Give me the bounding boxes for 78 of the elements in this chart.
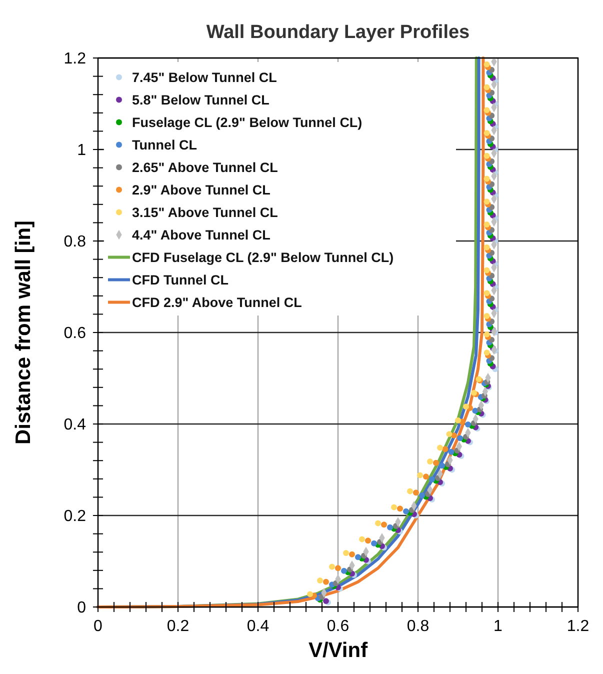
x-tick-label: 0.8 (406, 618, 430, 635)
point (442, 446, 448, 452)
y-tick-label: 0 (77, 600, 86, 617)
point (329, 564, 335, 570)
x-tick-label: 0.6 (326, 618, 350, 635)
point (455, 417, 461, 424)
point (429, 476, 435, 482)
x-tick-label: 1 (494, 618, 503, 635)
y-tick-label: 1.2 (64, 50, 86, 68)
point (407, 488, 413, 494)
point (365, 538, 371, 544)
y-tick-label: 0.4 (64, 416, 86, 434)
point (484, 130, 490, 136)
point (439, 462, 445, 469)
x-tick-label: 0.2 (166, 618, 190, 635)
point (457, 435, 463, 442)
point (307, 591, 313, 598)
point (419, 492, 425, 498)
point (387, 524, 393, 530)
y-tick-label: 0.8 (64, 234, 86, 251)
point (341, 568, 347, 574)
point (403, 508, 409, 514)
y-tick-label: 1 (77, 142, 86, 160)
point (484, 350, 490, 356)
point (349, 551, 355, 558)
point (484, 107, 490, 114)
point (317, 577, 323, 584)
legend-label: 3.15" Above Tunnel CL (132, 204, 278, 220)
point (446, 431, 452, 438)
point (465, 421, 471, 428)
point (484, 152, 490, 159)
point (463, 404, 469, 410)
legend-label: CFD Fuselage CL (2.9" Below Tunnel CL) (132, 250, 394, 265)
point (484, 267, 490, 274)
x-tick-label: 0 (94, 618, 103, 635)
point (484, 222, 490, 228)
point (343, 550, 349, 556)
x-tick-label: 0.4 (246, 618, 270, 635)
point (335, 565, 341, 572)
point (371, 540, 377, 546)
chart-title: Wall Boundary Layer Profiles (206, 22, 470, 43)
x-tick-label: 1.2 (566, 618, 590, 635)
y-tick-label: 0.6 (64, 325, 86, 342)
point (359, 536, 365, 542)
point (484, 84, 490, 90)
point (323, 578, 329, 585)
point (397, 506, 403, 512)
legend-label: Fuselage CL (2.9" Below Tunnel CL) (132, 114, 362, 130)
y-tick-label: 0.2 (64, 508, 86, 526)
x-axis-title: V/Vinf (308, 639, 369, 662)
point (484, 244, 490, 250)
point (413, 490, 419, 496)
point (427, 458, 433, 464)
point (381, 522, 387, 528)
point (484, 331, 490, 338)
legend-label: 5.8" Below Tunnel CL (132, 92, 270, 108)
legend-label: 2.9" Above Tunnel CL (132, 182, 270, 198)
point (484, 198, 490, 205)
point (375, 520, 381, 526)
point (484, 61, 490, 68)
point (448, 448, 454, 455)
point (484, 290, 490, 296)
point (484, 176, 490, 182)
point (355, 554, 361, 560)
y-axis-title: Distance from wall [in] (12, 220, 35, 445)
point (451, 432, 457, 438)
point (437, 444, 443, 451)
point (423, 474, 429, 480)
legend-label: 4.4" Above Tunnel CL (132, 227, 270, 242)
point (391, 504, 397, 510)
legend-label: Tunnel CL (132, 137, 197, 152)
legend-label: 7.45" Below Tunnel CL (132, 70, 277, 85)
legend-label: CFD 2.9" Above Tunnel CL (132, 294, 302, 310)
point (417, 472, 423, 478)
legend-label: 2.65" Above Tunnel CL (132, 160, 278, 175)
point (484, 313, 490, 320)
point (433, 460, 439, 466)
legend-label: CFD Tunnel CL (132, 272, 228, 288)
